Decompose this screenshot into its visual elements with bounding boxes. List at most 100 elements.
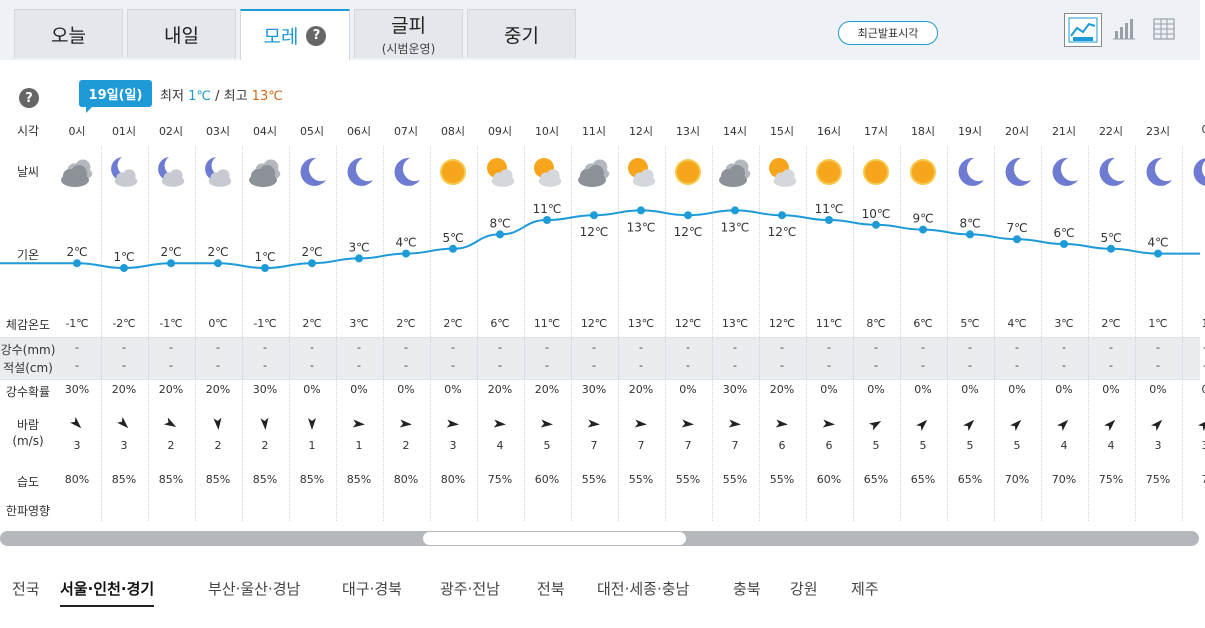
wind-direction-icon [962, 416, 977, 432]
temperature-label: 8℃ [489, 216, 510, 230]
region-tab[interactable]: 제주 [851, 580, 879, 598]
region-tab[interactable]: 강원 [790, 580, 818, 598]
temperature-point [1107, 244, 1115, 253]
wind-speed-value: 6 [825, 439, 833, 452]
row-label-humidity: 습도 [16, 475, 40, 489]
hour-label: 0시 [68, 125, 86, 138]
hour-label: 05시 [299, 125, 325, 138]
wind-speed-value: 5 [872, 439, 880, 452]
precip-prob-value: 0% [350, 383, 368, 396]
tab-three-days[interactable]: 글피 (시범운영) [354, 9, 463, 58]
snow-value: - [874, 359, 878, 372]
snow-value: - [968, 359, 972, 372]
scrollbar-thumb[interactable] [423, 532, 686, 545]
temperature-point [1060, 240, 1068, 248]
wind-direction-icon [915, 416, 930, 432]
wind-direction-icon [868, 416, 883, 431]
table-icon[interactable] [1146, 13, 1184, 47]
feels-like-value: 12℃ [580, 317, 608, 330]
sun-icon [435, 154, 471, 190]
moon-icon [1140, 154, 1176, 190]
precip-prob-value: 0% [397, 383, 415, 396]
temperature-label: 1℃ [113, 250, 134, 264]
wind-speed-value: 3 [120, 439, 128, 452]
snow-value: - [1015, 359, 1019, 372]
sun-cloud-icon [623, 154, 659, 190]
hour-label: 21시 [1051, 125, 1077, 138]
snow-value: - [122, 359, 126, 372]
region-tab[interactable]: 대구·경북 [342, 580, 402, 598]
snow-value: - [357, 359, 361, 372]
cloudy-icon [59, 154, 95, 190]
precip-prob-value: 0% [820, 383, 838, 396]
feels-like-value: 2℃ [1101, 317, 1121, 330]
region-tab[interactable]: 광주·전남 [440, 580, 500, 598]
tab-day-after-tomorrow[interactable]: 모레 ? [240, 9, 350, 60]
humidity-value: 85% [299, 473, 325, 486]
help-icon[interactable]: ? [306, 25, 327, 46]
row-label-time: 시각 [16, 124, 40, 138]
wind-direction-icon [352, 416, 366, 430]
humidity-value: 65% [910, 473, 936, 486]
hour-label: 14시 [722, 125, 748, 138]
column-divider [336, 146, 337, 521]
region-tab[interactable]: 전국 [12, 580, 40, 598]
temperature-label: 1℃ [254, 250, 275, 264]
region-tab[interactable]: 서울·인천·경기 [60, 578, 155, 607]
wind-speed-value: 5 [1013, 439, 1021, 452]
region-tab[interactable]: 대전·세종·충남 [597, 580, 690, 598]
hour-label: 06시 [346, 125, 372, 138]
precip-prob-value: 20% [628, 383, 654, 396]
precip-prob-value: 0% [444, 383, 462, 396]
precip-prob-value: 0% [679, 383, 697, 396]
region-tab[interactable]: 부산·울산·경남 [208, 580, 301, 598]
chart-graph-icon[interactable] [1064, 13, 1102, 47]
snow-value: - [263, 359, 267, 372]
feels-like-value: 1 [1182, 317, 1205, 330]
help-icon[interactable]: ? [19, 88, 39, 108]
column-divider [1041, 146, 1042, 521]
row-label-snow: 적설(cm) [3, 361, 53, 375]
hour-label: 19시 [957, 125, 983, 138]
precip-value: - [1062, 341, 1066, 354]
wind-speed-value: 3 [449, 439, 457, 452]
precip-prob-value: 20% [205, 383, 231, 396]
region-tab[interactable]: 충북 [733, 580, 761, 598]
wind-speed-value: 4 [1060, 439, 1068, 452]
wind-direction-icon [540, 416, 554, 430]
snow-value: - [827, 359, 831, 372]
moon-icon [1187, 154, 1205, 190]
wind-direction-icon [1103, 416, 1118, 432]
wind-direction-icon [69, 416, 84, 430]
humidity-value: 80% [440, 473, 466, 486]
temperature-label: 6℃ [1053, 226, 1074, 240]
feels-like-value: 6℃ [913, 317, 933, 330]
tab-tomorrow[interactable]: 내일 [127, 9, 236, 58]
temperature-point [966, 230, 974, 239]
precip-prob-value: 20% [534, 383, 560, 396]
tab-today[interactable]: 오늘 [14, 9, 123, 58]
snow-value: - [1156, 359, 1160, 372]
humidity-value: 55% [675, 473, 701, 486]
tab-midterm[interactable]: 중기 [467, 9, 576, 58]
hour-label: 20시 [1004, 125, 1030, 138]
latest-announcement-button[interactable]: 최근발표시각 [838, 21, 938, 45]
region-tab[interactable]: 전북 [537, 580, 565, 598]
precip-value: - [639, 341, 643, 354]
precip-value: - [592, 341, 596, 354]
wind-speed-value: 5 [919, 439, 927, 452]
hour-label: 10시 [534, 125, 560, 138]
temperature-label: 5℃ [1100, 231, 1121, 245]
row-label-wind-unit: (m/s) [12, 434, 44, 448]
moon-icon [999, 154, 1035, 190]
precip-prob-value: 0% [1149, 383, 1167, 396]
humidity-value: 7 [1182, 473, 1205, 486]
sun-icon [811, 154, 847, 190]
bar-chart-icon[interactable] [1106, 13, 1144, 47]
temperature-label: 2℃ [301, 245, 322, 259]
sun-icon [670, 154, 706, 190]
temperature-point [543, 216, 551, 224]
precip-prob-value: 0% [1102, 383, 1120, 396]
hour-label: 17시 [863, 125, 889, 138]
humidity-value: 70% [1004, 473, 1030, 486]
